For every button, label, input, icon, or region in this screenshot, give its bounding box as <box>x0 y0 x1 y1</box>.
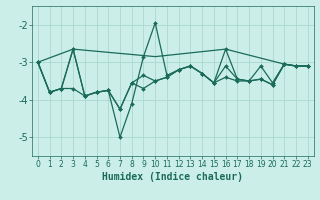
X-axis label: Humidex (Indice chaleur): Humidex (Indice chaleur) <box>102 172 243 182</box>
